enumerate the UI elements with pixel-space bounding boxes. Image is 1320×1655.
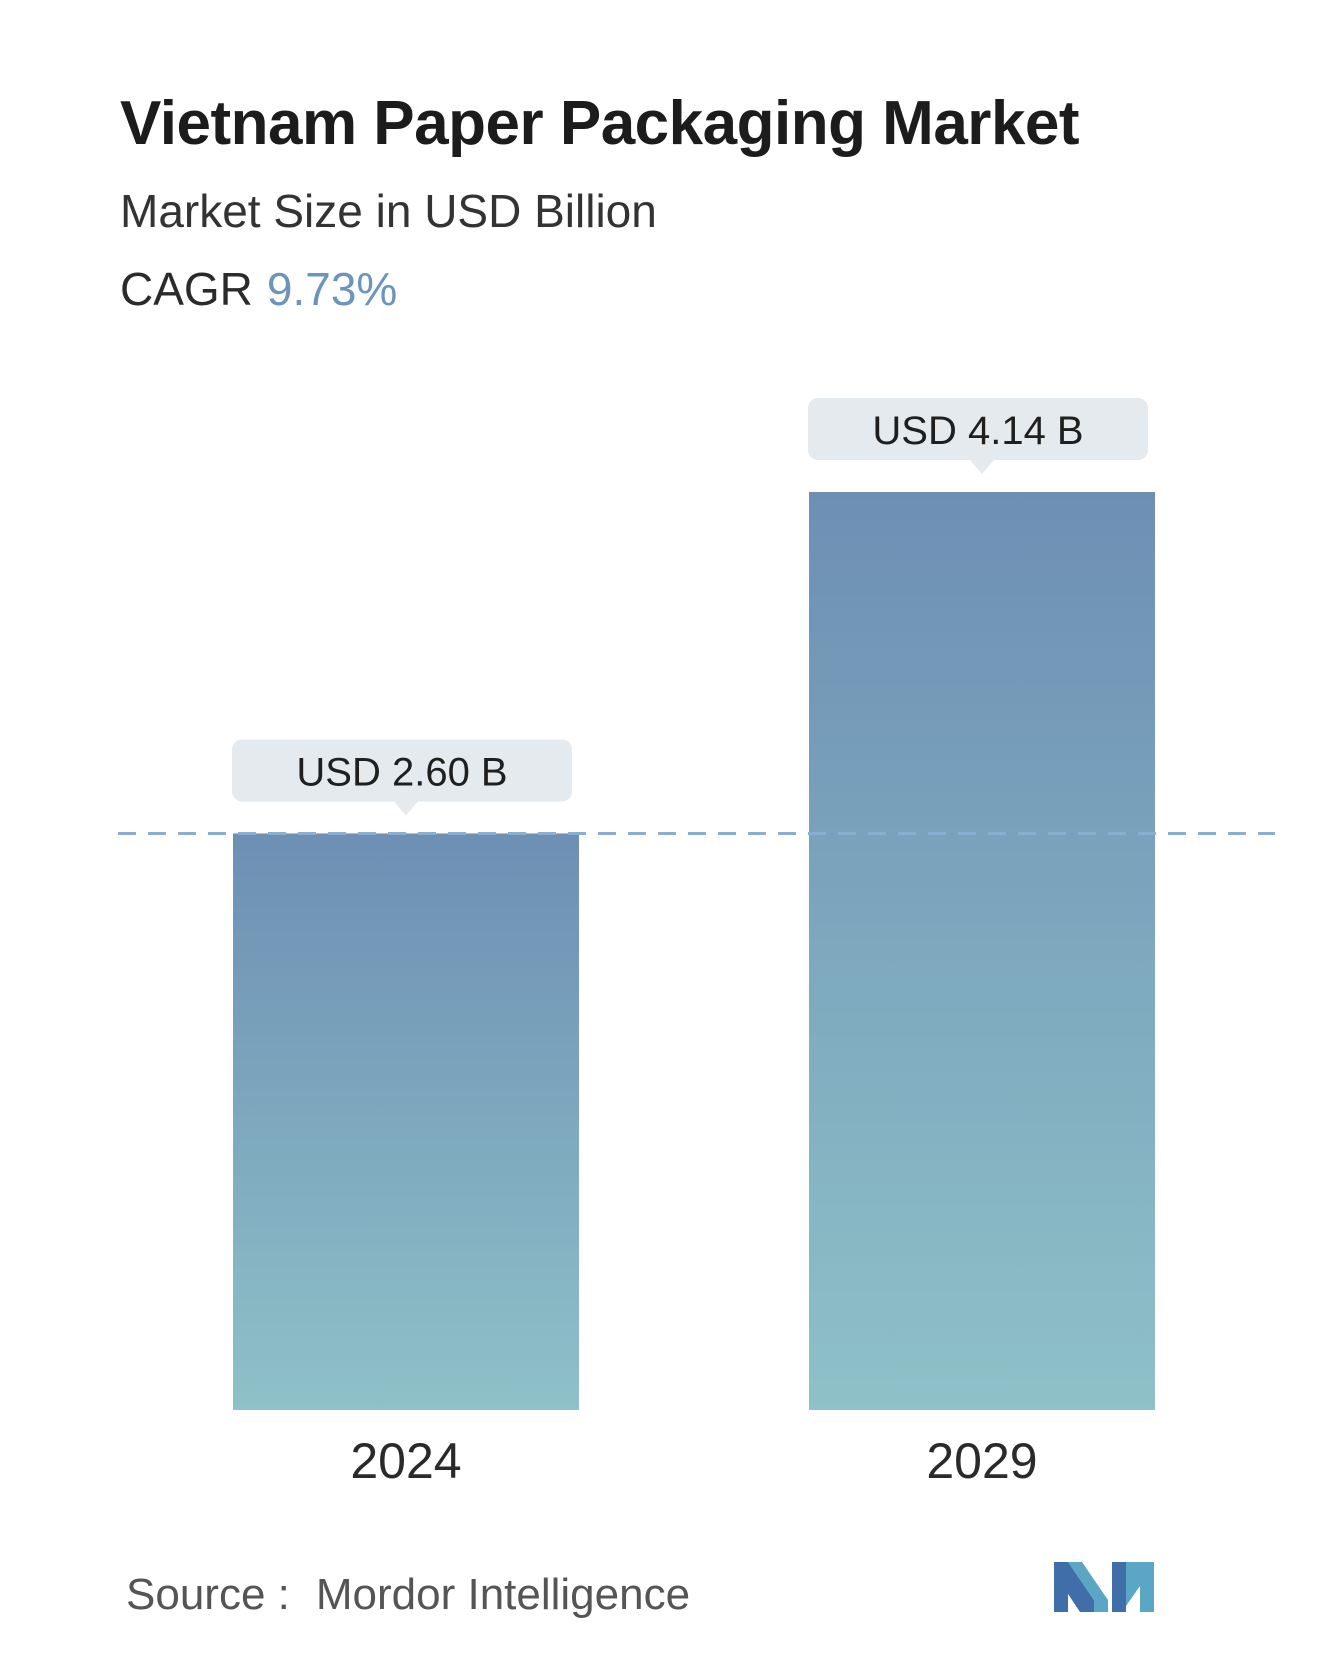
callout-box [232,739,572,802]
x-tick-label: 2029 [926,1433,1037,1489]
callout-box [808,398,1148,460]
chart-title: Vietnam Paper Packaging Market [120,89,1080,158]
data-label-callout: USD 2.60 B [232,739,572,816]
callout-pointer [970,460,994,474]
callout-pointer [394,801,418,816]
data-label: USD 4.14 B [872,409,1083,453]
cagr-value: 9.73% [266,263,398,315]
source-value: Mordor Intelligence [315,1570,691,1619]
source-credit: Source : Mordor Intelligence [126,1570,690,1620]
x-tick-label: 2024 [350,1433,461,1489]
chart-subtitle: Market Size in USD Billion [120,185,657,237]
source-label: Source : [126,1570,290,1619]
cagr-line: CAGR 9.73% [120,262,397,316]
bar-2024 [233,833,579,1410]
data-label-callout: USD 4.14 B [808,398,1148,474]
data-label: USD 2.60 B [296,750,507,794]
bar-2029 [809,492,1155,1410]
mordor-intelligence-logo [1054,1562,1154,1612]
cagr-label: CAGR [120,263,253,315]
